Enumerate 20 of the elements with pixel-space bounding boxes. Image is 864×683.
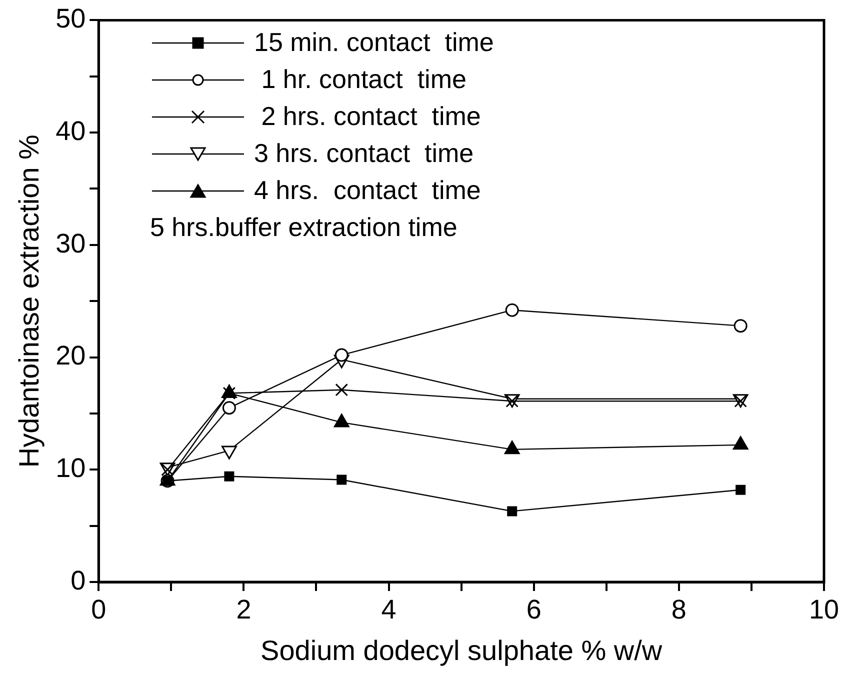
y-axis-title: Hydantoinase extraction % [14,134,45,468]
x-tick-label: 0 [91,594,106,625]
x-tick-label: 2 [236,594,252,625]
x-tick-label: 6 [526,594,542,625]
annotation: 5 hrs.buffer extraction time [150,211,458,244]
legend-label: 4 hrs. contact time [254,175,481,206]
legend-label: 15 min. contact time [254,27,494,58]
legend-label: 1 hr. contact time [260,64,466,95]
y-tick-label: 20 [56,340,86,371]
legend-label: 3 hrs. contact time [254,138,474,169]
y-tick-label: 50 [56,4,86,34]
x-axis-title: Sodium dodecyl sulphate % w/w [260,634,663,666]
y-tick-label: 40 [56,116,86,146]
y-tick-label: 10 [56,453,86,484]
y-tick-label: 30 [56,228,86,258]
x-tick-label: 8 [671,594,686,625]
x-tick-label: 10 [808,594,840,625]
legend-label: 2 hrs. contact time [260,101,481,132]
y-tick-label: 0 [70,565,86,596]
x-tick-label: 4 [381,594,396,625]
